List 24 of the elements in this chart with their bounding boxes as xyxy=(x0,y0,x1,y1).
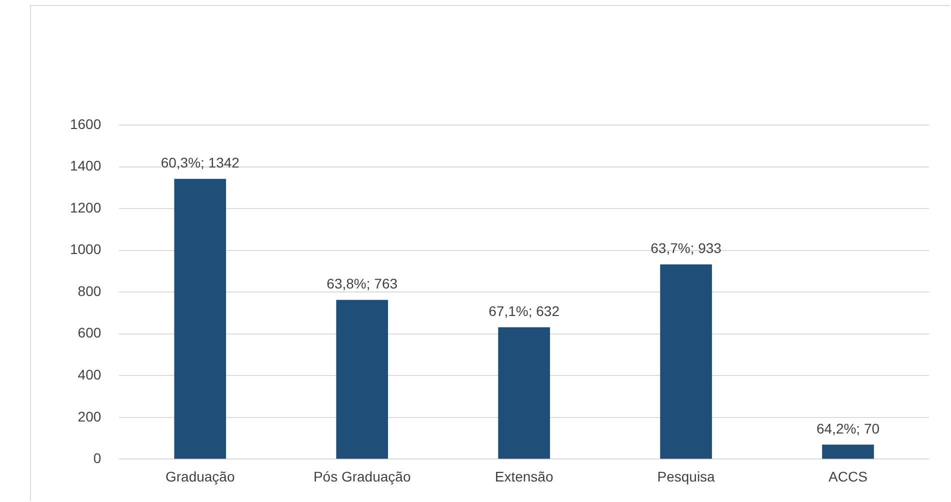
x-tick-label: ACCS xyxy=(828,468,868,484)
y-tick-label: 400 xyxy=(78,366,102,383)
y-tick-label: 1400 xyxy=(70,158,102,174)
bar xyxy=(822,444,874,459)
y-tick-label: 200 xyxy=(78,408,102,424)
bar xyxy=(174,178,226,459)
y-tick-label: 1200 xyxy=(70,199,102,216)
data-label: 64,2%; 70 xyxy=(816,420,880,436)
data-label: 67,1%; 632 xyxy=(488,303,560,320)
y-tick-label: 0 xyxy=(93,450,102,466)
bar xyxy=(336,300,388,459)
bar xyxy=(498,327,550,459)
y-tick-label: 600 xyxy=(78,324,102,341)
x-tick-label: Pós Graduação xyxy=(313,468,411,484)
data-label: 63,8%; 763 xyxy=(326,276,398,292)
x-tick-label: Extensão xyxy=(494,468,554,484)
y-tick-label: 800 xyxy=(78,282,102,299)
x-tick-label: Graduação xyxy=(165,468,235,484)
y-tick-label: 1600 xyxy=(70,116,102,132)
data-label: 63,7%; 933 xyxy=(650,240,722,256)
bar xyxy=(660,264,712,459)
y-tick-label: 1000 xyxy=(70,241,102,258)
data-label: 60,3%; 1342 xyxy=(160,154,240,171)
x-tick-label: Pesquisa xyxy=(657,468,716,484)
